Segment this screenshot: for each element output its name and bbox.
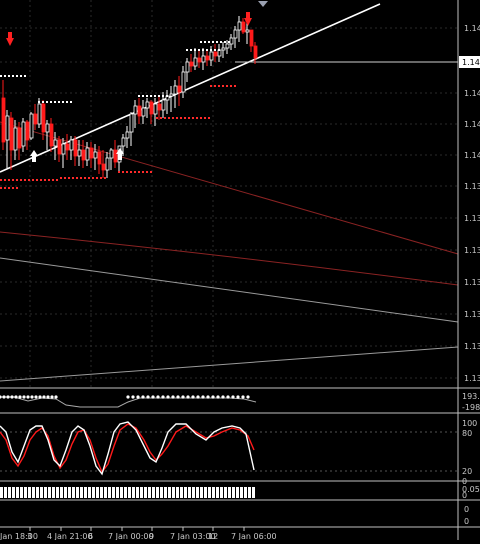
panel-separators xyxy=(0,387,480,528)
price-label: 1.13 xyxy=(464,182,480,191)
time-label: 7 Jan 06:00 xyxy=(231,532,277,540)
buy-arrow-icon xyxy=(258,1,268,7)
price-label: 1.13 xyxy=(464,246,480,255)
candlestick-series[interactable] xyxy=(1,16,258,178)
red-channel-line-lower[interactable] xyxy=(0,231,459,286)
buy-arrow-icon xyxy=(116,148,124,160)
price-label: 1.14 xyxy=(464,151,480,160)
histogram-panel[interactable]: 0.05 0 xyxy=(0,485,480,500)
price-axis: 1.14 1.14 1.14 1.14 1.13 1.13 1.13 1.13 … xyxy=(457,0,480,540)
current-price-label: 1.14 xyxy=(462,58,480,67)
time-label: 3 xyxy=(27,532,32,540)
sell-arrow-icon xyxy=(6,32,14,46)
time-label: 6 xyxy=(88,532,93,540)
main-price-panel[interactable] xyxy=(0,0,459,388)
stochastic-level-label: 0 xyxy=(462,477,467,486)
mini-panel-label: 0 xyxy=(464,505,469,514)
time-label: 9 xyxy=(149,532,154,540)
cci-panel[interactable]: 193.0 -198.2 xyxy=(0,392,480,412)
stochastic-level-label: 80 xyxy=(462,429,472,438)
price-label: 1.13 xyxy=(464,214,480,223)
price-label: 1.14 xyxy=(464,24,480,33)
price-label: 1.13 xyxy=(464,342,480,351)
stochastic-main-line xyxy=(0,421,255,476)
gray-channel-line-lower[interactable] xyxy=(0,346,459,382)
stochastic-level-label: 20 xyxy=(462,467,472,476)
cci-label: -198.2 xyxy=(462,403,480,412)
price-label: 1.13 xyxy=(464,310,480,319)
current-price-box xyxy=(459,56,480,68)
mini-panel-label: 0 xyxy=(464,517,469,526)
cci-dots xyxy=(0,395,250,399)
cci-label: 193.0 xyxy=(462,392,480,401)
time-label: 7 Jan 03:00 xyxy=(170,532,216,540)
histogram-label: 0 xyxy=(462,491,467,500)
gray-channel-line-upper[interactable] xyxy=(0,257,459,323)
buy-arrow-icon xyxy=(30,150,38,162)
cci-line xyxy=(0,396,257,408)
dotted-levels xyxy=(0,41,236,189)
time-label: 7 Jan 00:00 xyxy=(108,532,154,540)
price-label: 1.13 xyxy=(464,374,480,383)
stochastic-panel[interactable]: 100 80 20 0 xyxy=(0,419,477,486)
price-label: 1.14 xyxy=(464,120,480,129)
histogram-bars xyxy=(0,487,255,498)
time-label: Jan 18:00 xyxy=(0,532,38,540)
time-label: 4 Jan 21:00 xyxy=(47,532,93,540)
sell-arrow-icon xyxy=(244,12,252,26)
stochastic-signal-line xyxy=(0,423,255,474)
stochastic-level-label: 100 xyxy=(462,419,477,428)
mini-panel[interactable]: 0 0 xyxy=(464,505,469,526)
histogram-label: 0.05 xyxy=(462,485,480,494)
time-axis: Jan 18:00 3 4 Jan 21:00 6 7 Jan 00:00 9 … xyxy=(0,527,277,541)
time-label: 12 xyxy=(208,532,218,540)
price-label: 1.13 xyxy=(464,278,480,287)
price-label: 1.14 xyxy=(464,89,480,98)
signal-arrows xyxy=(6,1,268,162)
